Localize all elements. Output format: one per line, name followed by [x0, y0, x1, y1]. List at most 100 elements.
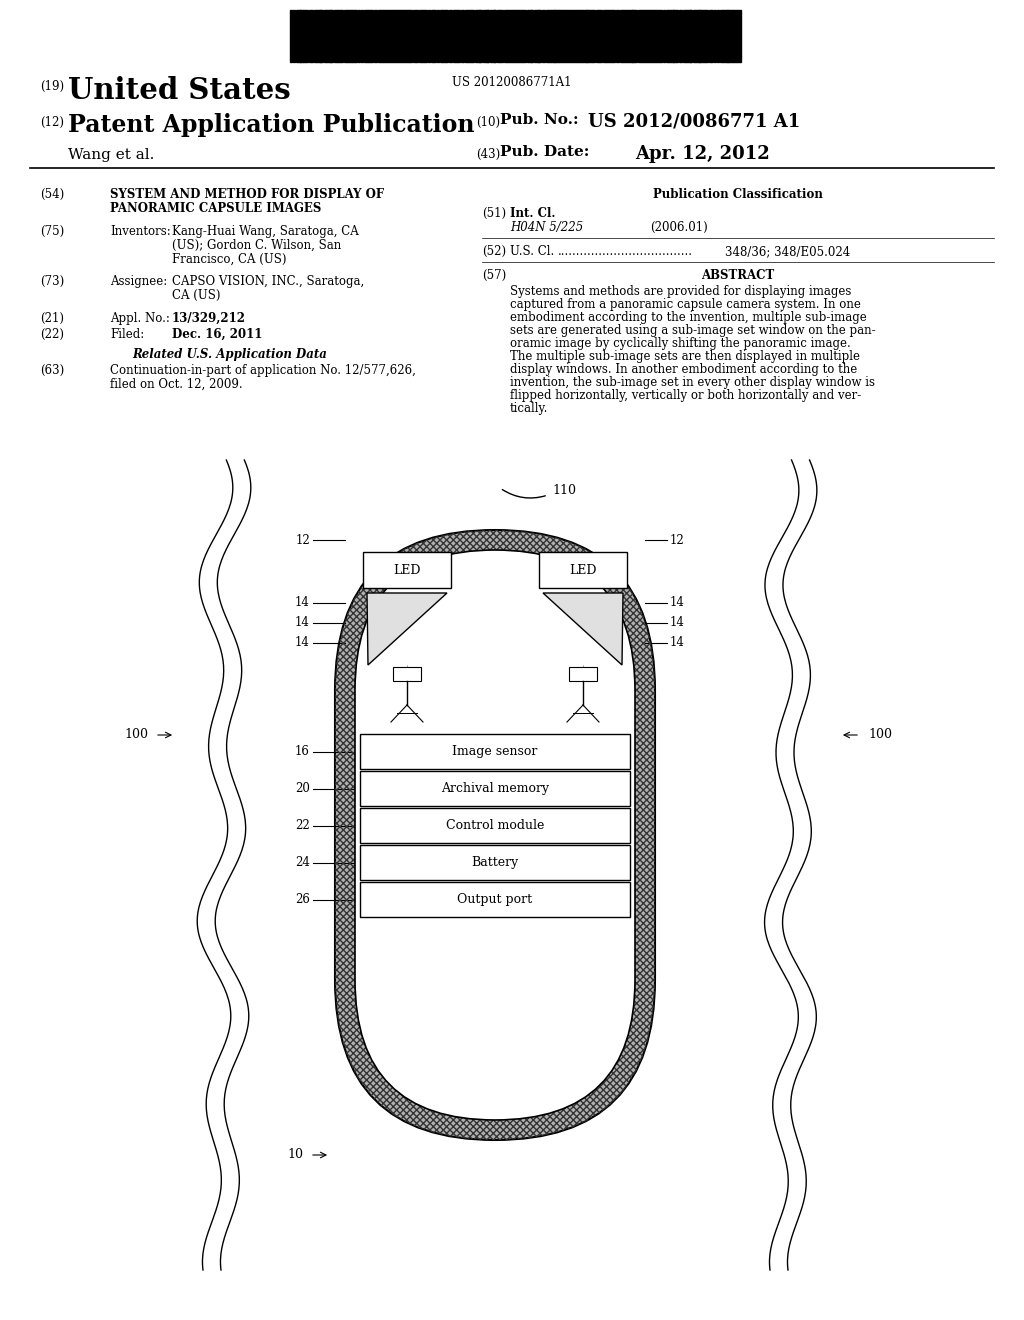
Bar — [358, 11, 359, 62]
Text: (21): (21) — [40, 312, 63, 325]
Text: (12): (12) — [40, 116, 63, 129]
Bar — [554, 11, 557, 62]
Text: 14: 14 — [295, 636, 310, 649]
Bar — [293, 11, 295, 62]
Text: 26: 26 — [295, 894, 310, 906]
Bar — [360, 771, 630, 807]
Bar — [634, 11, 637, 62]
Text: Int. Cl.: Int. Cl. — [510, 207, 555, 220]
Bar — [679, 11, 682, 62]
Bar — [475, 11, 479, 62]
Bar — [393, 667, 421, 681]
Text: 10: 10 — [287, 1148, 303, 1162]
Bar — [388, 11, 392, 62]
Text: tically.: tically. — [510, 403, 549, 414]
Text: Pub. No.:: Pub. No.: — [500, 114, 579, 127]
Bar — [404, 11, 406, 62]
Bar — [669, 11, 674, 62]
Bar — [413, 11, 416, 62]
Bar — [693, 11, 694, 62]
Bar — [507, 11, 509, 62]
Bar — [437, 11, 438, 62]
Bar — [300, 11, 303, 62]
Polygon shape — [543, 593, 623, 665]
Bar — [428, 11, 429, 62]
Bar — [596, 11, 599, 62]
Bar — [290, 11, 292, 62]
Bar — [567, 11, 568, 62]
Bar — [620, 11, 623, 62]
Bar — [676, 11, 678, 62]
Bar — [586, 11, 589, 62]
Bar — [652, 11, 655, 62]
Bar — [374, 11, 377, 62]
Bar — [625, 11, 628, 62]
Text: Wang et al.: Wang et al. — [68, 148, 155, 162]
Text: LED: LED — [569, 564, 597, 577]
Bar — [686, 11, 690, 62]
Bar — [711, 11, 713, 62]
Bar — [305, 11, 308, 62]
Bar — [399, 11, 400, 62]
Text: Publication Classification: Publication Classification — [653, 187, 823, 201]
Bar — [571, 11, 575, 62]
Text: PANORAMIC CAPSULE IMAGES: PANORAMIC CAPSULE IMAGES — [110, 202, 322, 215]
Bar — [319, 11, 323, 62]
Bar — [369, 11, 371, 62]
Text: LED: LED — [393, 564, 421, 577]
Bar — [309, 11, 310, 62]
Bar — [569, 667, 597, 681]
Bar — [569, 11, 570, 62]
Bar — [453, 11, 455, 62]
Bar — [723, 11, 727, 62]
Bar — [531, 11, 532, 62]
Bar — [445, 11, 449, 62]
Bar — [706, 11, 708, 62]
Bar — [589, 11, 592, 62]
Bar — [366, 11, 369, 62]
Bar — [709, 11, 711, 62]
Text: US 2012/0086771 A1: US 2012/0086771 A1 — [588, 114, 800, 131]
Bar — [457, 11, 460, 62]
Bar — [433, 11, 436, 62]
Text: Systems and methods are provided for displaying images: Systems and methods are provided for dis… — [510, 285, 851, 298]
Text: 14: 14 — [295, 597, 310, 610]
Bar — [732, 11, 733, 62]
Bar — [582, 11, 587, 62]
Bar — [371, 11, 373, 62]
Text: Assignee:: Assignee: — [110, 275, 167, 288]
Polygon shape — [367, 593, 447, 665]
Text: sets are generated using a sub-image set window on the pan-: sets are generated using a sub-image set… — [510, 323, 876, 337]
Bar — [483, 11, 487, 62]
Bar — [416, 11, 418, 62]
Bar — [727, 11, 730, 62]
Text: flipped horizontally, vertically or both horizontally and ver-: flipped horizontally, vertically or both… — [510, 389, 861, 403]
Bar — [408, 11, 410, 62]
Bar — [424, 11, 427, 62]
Text: oramic image by cyclically shifting the panoramic image.: oramic image by cyclically shifting the … — [510, 337, 851, 350]
Bar — [364, 11, 366, 62]
Text: (54): (54) — [40, 187, 65, 201]
Text: Appl. No.:: Appl. No.: — [110, 312, 170, 325]
Bar — [455, 11, 457, 62]
Text: Dec. 16, 2011: Dec. 16, 2011 — [172, 327, 262, 341]
Text: display windows. In another embodiment according to the: display windows. In another embodiment a… — [510, 363, 857, 376]
Bar — [690, 11, 691, 62]
Bar — [396, 11, 399, 62]
Bar — [720, 11, 723, 62]
Bar — [344, 11, 347, 62]
Text: Apr. 12, 2012: Apr. 12, 2012 — [635, 145, 770, 162]
Text: Patent Application Publication: Patent Application Publication — [68, 114, 474, 137]
Bar — [487, 11, 488, 62]
Bar — [534, 11, 539, 62]
Bar — [599, 11, 602, 62]
Bar — [461, 11, 464, 62]
Bar — [401, 11, 404, 62]
Text: filed on Oct. 12, 2009.: filed on Oct. 12, 2009. — [110, 378, 243, 391]
Bar — [550, 11, 555, 62]
Bar — [641, 11, 644, 62]
Text: invention, the sub-image set in every other display window is: invention, the sub-image set in every ot… — [510, 376, 874, 389]
Text: 13/329,212: 13/329,212 — [172, 312, 246, 325]
Text: (43): (43) — [476, 148, 501, 161]
Text: Continuation-in-part of application No. 12/577,626,: Continuation-in-part of application No. … — [110, 364, 416, 378]
